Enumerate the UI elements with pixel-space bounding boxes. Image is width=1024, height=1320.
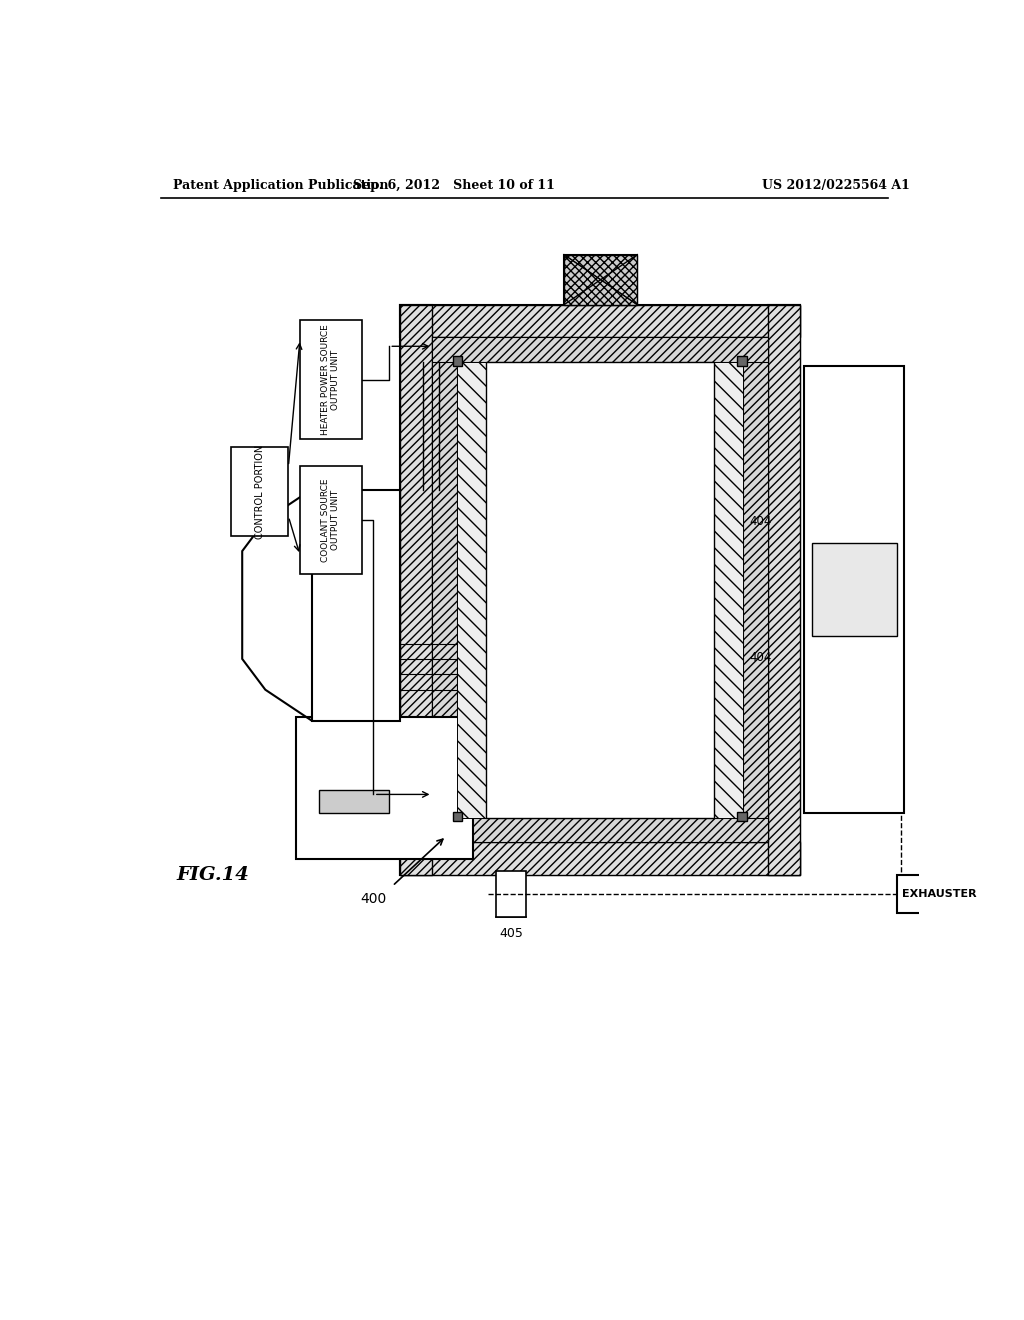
Bar	[486, 362, 714, 817]
Text: COOLANT SOURCE
OUTPUT UNIT: COOLANT SOURCE OUTPUT UNIT	[322, 479, 340, 562]
Text: 405: 405	[500, 927, 523, 940]
Bar	[496, 871, 526, 917]
Text: FIG.14: FIG.14	[177, 866, 250, 883]
Bar	[311, 490, 400, 721]
Text: Patent Application Publication: Patent Application Publication	[173, 178, 388, 191]
Bar	[454, 356, 463, 366]
Bar	[296, 717, 473, 859]
Bar	[319, 789, 388, 813]
Bar	[432, 337, 457, 842]
Bar	[714, 362, 743, 817]
Text: HEATER POWER SOURCE
OUTPUT UNIT: HEATER POWER SOURCE OUTPUT UNIT	[322, 325, 340, 436]
Bar	[737, 812, 746, 821]
Text: Sep. 6, 2012   Sheet 10 of 11: Sep. 6, 2012 Sheet 10 of 11	[353, 178, 555, 191]
Bar	[804, 367, 904, 813]
Bar	[768, 305, 801, 875]
Bar	[400, 842, 801, 875]
Bar	[400, 305, 801, 337]
Bar	[400, 305, 801, 337]
Bar	[400, 305, 432, 875]
Bar	[432, 337, 457, 842]
Bar	[432, 817, 768, 842]
Bar	[457, 362, 486, 817]
Bar	[432, 337, 768, 362]
Bar	[812, 544, 897, 636]
Text: 404: 404	[750, 515, 772, 528]
Bar	[400, 305, 432, 875]
Bar	[432, 817, 768, 842]
Bar	[743, 337, 768, 842]
Bar	[743, 337, 768, 842]
Bar	[432, 337, 768, 362]
Bar	[564, 255, 637, 305]
Text: 400: 400	[360, 892, 386, 907]
Text: EXHAUSTER: EXHAUSTER	[902, 888, 976, 899]
Bar	[897, 875, 981, 913]
Bar	[457, 362, 486, 817]
Text: US 2012/0225564 A1: US 2012/0225564 A1	[762, 178, 910, 191]
Bar	[400, 842, 801, 875]
Bar	[230, 447, 289, 536]
Bar	[714, 362, 743, 817]
Bar	[454, 812, 463, 821]
Bar	[300, 321, 361, 440]
Text: CONTROL PORTION: CONTROL PORTION	[255, 445, 264, 539]
Bar	[737, 356, 746, 366]
Text: 404: 404	[750, 652, 772, 664]
Bar	[300, 466, 361, 574]
Bar	[768, 305, 801, 875]
Bar	[564, 255, 637, 305]
